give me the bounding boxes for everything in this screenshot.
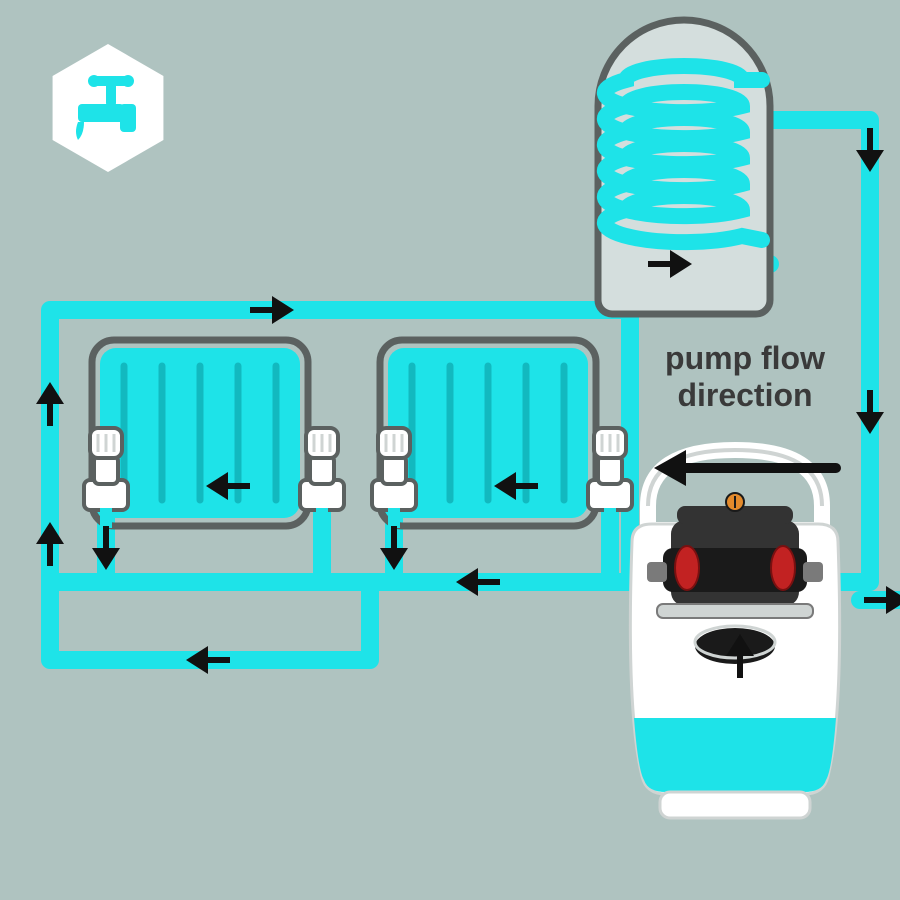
- pump-flow-label-line1: pump flow: [665, 340, 825, 376]
- pump-flow-label-line2: direction: [677, 377, 812, 413]
- diagram-canvas: pump flow direction: [0, 0, 900, 900]
- pump-flow-label: pump flow direction: [635, 340, 855, 414]
- diagram-svg: [0, 0, 900, 900]
